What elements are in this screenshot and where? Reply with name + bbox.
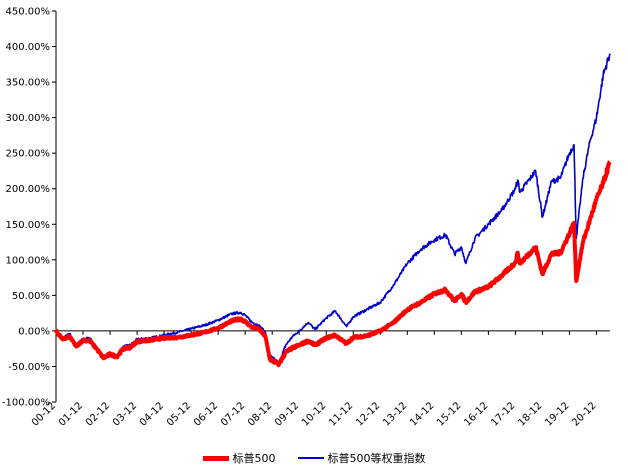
- legend: 标普500 标普500等权重指数: [0, 448, 628, 468]
- x-tick-label: 11-12: [327, 400, 355, 428]
- y-tick-label: 450.00%: [6, 7, 51, 18]
- legend-item-sp500: 标普500: [202, 450, 276, 466]
- x-tick-label: 12-12: [354, 400, 382, 428]
- y-tick-label: 200.00%: [6, 184, 51, 195]
- x-tick-label: 14-12: [408, 400, 436, 428]
- legend-swatch-sp500-equal-weight: [297, 457, 324, 459]
- y-tick-label: -100.00%: [2, 398, 50, 409]
- x-tick-label: 18-12: [516, 400, 544, 428]
- y-tick-label: 50.00%: [12, 291, 50, 302]
- y-tick-label: 150.00%: [6, 220, 51, 231]
- legend-label-sp500-equal-weight: 标普500等权重指数: [327, 452, 426, 465]
- x-tick-label: 09-12: [273, 400, 301, 428]
- y-tick-label: 250.00%: [6, 149, 51, 160]
- y-tick-label: 350.00%: [6, 78, 51, 89]
- y-tick-label: -50.00%: [8, 362, 50, 373]
- x-tick-label: 02-12: [84, 400, 112, 428]
- series-line-sp500-equal-weight: [55, 53, 611, 364]
- legend-swatch-sp500: [202, 455, 229, 461]
- legend-item-sp500-equal-weight: 标普500等权重指数: [297, 450, 426, 466]
- legend-label-sp500: 标普500: [232, 452, 276, 465]
- x-tick-label: 10-12: [300, 400, 328, 428]
- y-tick-label: 300.00%: [6, 113, 51, 124]
- x-tick-label: 20-12: [570, 400, 598, 428]
- y-tick-label: 100.00%: [6, 255, 51, 266]
- x-tick-label: 05-12: [165, 400, 193, 428]
- x-tick-label: 01-12: [57, 400, 85, 428]
- x-tick-label: 17-12: [489, 400, 517, 428]
- x-tick-label: 03-12: [111, 400, 139, 428]
- series-layer: [54, 53, 612, 368]
- x-tick-label: 15-12: [435, 400, 463, 428]
- x-tick-label: 13-12: [381, 400, 409, 428]
- x-tick-label: 04-12: [138, 400, 166, 428]
- y-axis: -100.00% -50.00% 0.00% 50.00% 100.00% 150.00%…: [2, 7, 57, 409]
- y-tick-label: 0.00%: [18, 326, 50, 337]
- series-line-sp500: [54, 160, 612, 368]
- x-tick-label: 07-12: [219, 400, 247, 428]
- x-tick-label: 16-12: [462, 400, 490, 428]
- x-tick-label: 08-12: [246, 400, 274, 428]
- y-tick-label: 400.00%: [6, 42, 51, 53]
- x-tick-label: 19-12: [543, 400, 571, 428]
- x-tick-label: 06-12: [192, 400, 220, 428]
